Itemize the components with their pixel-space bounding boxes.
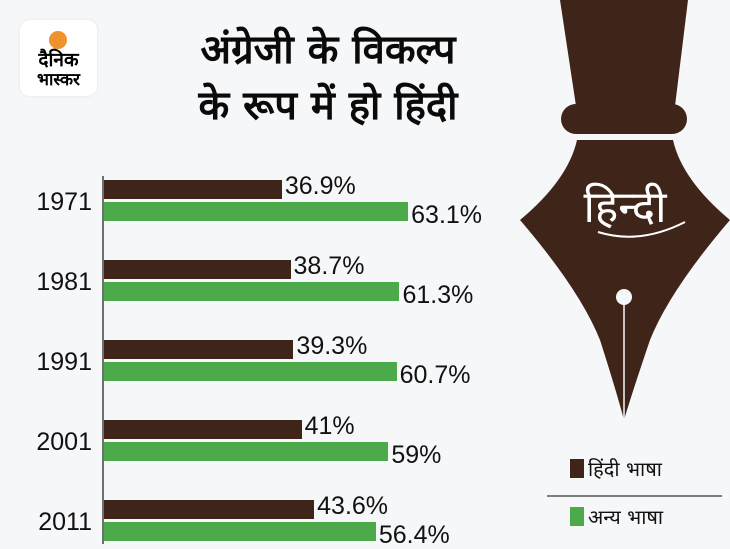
value-label-hindi: 43.6%: [317, 492, 389, 520]
bar-hindi: [104, 180, 282, 199]
brand-line1: दैनिक: [38, 49, 79, 71]
value-label-other: 59%: [391, 441, 442, 469]
value-label-other: 56.4%: [378, 521, 450, 549]
value-label-hindi: 36.9%: [284, 172, 356, 200]
legend-hindi: हिंदी भाषा: [570, 455, 662, 482]
title-line1: अंग्रेजी के विकल्प: [200, 27, 456, 73]
bar-other: [104, 362, 397, 381]
year-label: 1991: [36, 348, 92, 376]
pen-label: हिन्दी: [583, 182, 668, 233]
chart-title: अंग्रेजी के विकल्प के रूप में हो हिंदी: [128, 22, 528, 134]
bar-hindi: [104, 260, 291, 279]
y-axis-line: [102, 176, 104, 544]
year-label: 2001: [36, 428, 92, 456]
legend-divider: [547, 495, 722, 497]
value-label-hindi: 39.3%: [296, 332, 368, 360]
value-label-other: 60.7%: [399, 361, 471, 389]
bar-hindi: [104, 340, 294, 359]
bar-other: [104, 522, 376, 541]
fountain-pen-nib-icon: हिन्दी: [520, 0, 730, 420]
legend-label-other: अन्य भाषा: [588, 505, 664, 529]
value-label-hindi: 41%: [304, 412, 355, 440]
legend-swatch-other: [570, 507, 584, 526]
legend-swatch-hindi: [570, 459, 584, 478]
year-label: 1981: [36, 268, 92, 296]
title-line2: के रूप में हो हिंदी: [198, 83, 458, 129]
bar-other: [104, 442, 389, 461]
bar-other: [104, 202, 409, 221]
brand-line2: भास्कर: [37, 70, 80, 90]
year-label: 2011: [38, 508, 92, 536]
bar-hindi: [104, 500, 315, 519]
legend-other: अन्य भाषा: [570, 503, 663, 530]
value-label-hindi: 38.7%: [293, 252, 365, 280]
value-label-other: 63.1%: [411, 201, 483, 229]
sun-icon: [49, 31, 67, 49]
bar-other: [104, 282, 400, 301]
legend-label-hindi: हिंदी भाषा: [588, 457, 662, 481]
bar-hindi: [104, 420, 302, 439]
value-label-other: 61.3%: [402, 281, 474, 309]
brand-logo: दैनिक भास्कर: [20, 20, 97, 96]
year-label: 1971: [36, 188, 92, 216]
